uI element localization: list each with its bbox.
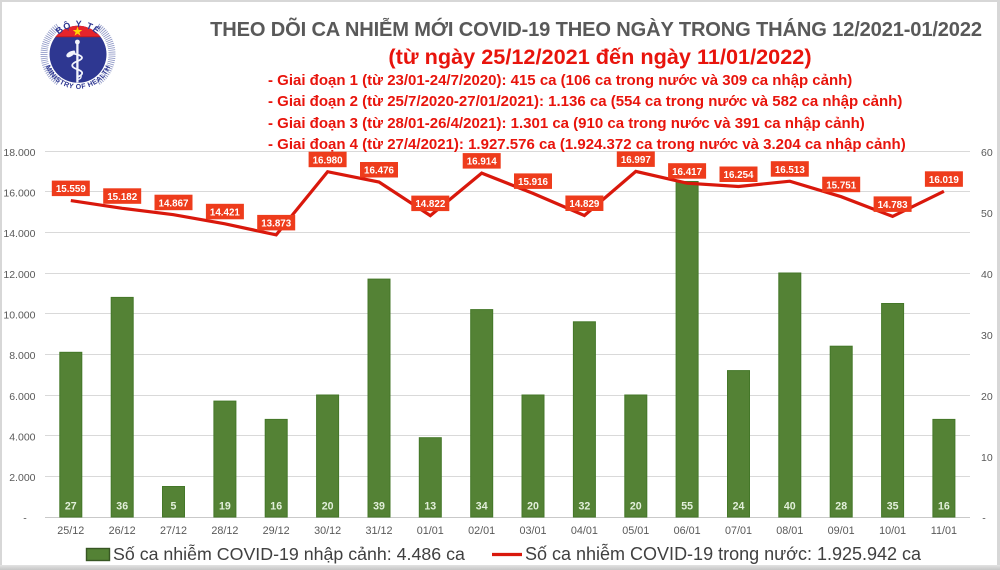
- svg-text:55: 55: [681, 501, 693, 513]
- svg-text:40: 40: [981, 269, 993, 281]
- svg-text:50: 50: [981, 208, 993, 220]
- svg-text:10.000: 10.000: [3, 310, 35, 322]
- svg-text:15.559: 15.559: [56, 184, 87, 195]
- svg-text:28/12: 28/12: [211, 525, 238, 537]
- svg-text:20: 20: [981, 391, 993, 403]
- svg-text:02/01: 02/01: [468, 525, 495, 537]
- svg-text:14.783: 14.783: [878, 200, 909, 211]
- svg-text:09/01: 09/01: [828, 525, 855, 537]
- svg-text:15.751: 15.751: [826, 180, 857, 191]
- svg-text:16.914: 16.914: [467, 157, 498, 168]
- svg-text:11/01: 11/01: [931, 525, 957, 537]
- svg-text:10/01: 10/01: [879, 525, 906, 537]
- svg-text:26/12: 26/12: [109, 525, 136, 537]
- svg-text:-: -: [982, 513, 986, 525]
- svg-text:04/01: 04/01: [571, 525, 598, 537]
- svg-text:6.000: 6.000: [9, 391, 35, 403]
- svg-text:14.421: 14.421: [210, 207, 241, 218]
- svg-text:2.000: 2.000: [9, 472, 35, 484]
- svg-text:16.513: 16.513: [775, 165, 806, 176]
- svg-text:14.867: 14.867: [159, 198, 190, 209]
- svg-text:27/12: 27/12: [160, 525, 187, 537]
- svg-text:20: 20: [630, 501, 642, 513]
- svg-text:40: 40: [784, 501, 796, 513]
- svg-text:28: 28: [835, 501, 847, 513]
- svg-text:18.000: 18.000: [3, 147, 35, 159]
- svg-text:14.829: 14.829: [569, 199, 600, 210]
- svg-text:19: 19: [219, 501, 231, 513]
- svg-text:30: 30: [981, 330, 993, 342]
- svg-text:32: 32: [579, 501, 591, 513]
- svg-text:31/12: 31/12: [365, 525, 392, 537]
- svg-text:25/12: 25/12: [57, 525, 84, 537]
- svg-text:20: 20: [527, 501, 539, 513]
- svg-text:13.873: 13.873: [261, 219, 292, 230]
- svg-text:07/01: 07/01: [725, 525, 752, 537]
- svg-text:36: 36: [116, 501, 128, 513]
- svg-text:16: 16: [938, 501, 950, 513]
- svg-text:16.476: 16.476: [364, 166, 395, 177]
- svg-text:14.822: 14.822: [415, 199, 446, 210]
- svg-text:15.182: 15.182: [107, 192, 138, 203]
- svg-text:16.997: 16.997: [621, 155, 652, 166]
- svg-text:27: 27: [65, 501, 77, 513]
- svg-text:01/01: 01/01: [417, 525, 444, 537]
- svg-text:16.019: 16.019: [929, 175, 960, 186]
- svg-text:30/12: 30/12: [314, 525, 341, 537]
- svg-text:60: 60: [981, 147, 993, 159]
- svg-text:Số ca nhiễm COVID-19 trong nướ: Số ca nhiễm COVID-19 trong nước: 1.925.9…: [525, 543, 922, 564]
- svg-text:15.916: 15.916: [518, 177, 549, 188]
- svg-text:16.254: 16.254: [724, 170, 755, 181]
- svg-text:39: 39: [373, 501, 385, 513]
- svg-text:13: 13: [424, 501, 436, 513]
- svg-text:5: 5: [171, 501, 177, 513]
- svg-text:14.000: 14.000: [3, 228, 35, 240]
- svg-text:16.000: 16.000: [3, 188, 35, 200]
- svg-text:-: -: [23, 513, 27, 525]
- svg-text:16.980: 16.980: [313, 155, 344, 166]
- svg-text:16.417: 16.417: [672, 167, 703, 178]
- svg-text:34: 34: [476, 501, 488, 513]
- svg-text:29/12: 29/12: [263, 525, 290, 537]
- svg-text:24: 24: [733, 501, 745, 513]
- svg-text:8.000: 8.000: [9, 350, 35, 362]
- svg-text:08/01: 08/01: [776, 525, 803, 537]
- svg-text:4.000: 4.000: [9, 432, 35, 444]
- svg-text:12.000: 12.000: [3, 269, 35, 281]
- svg-text:06/01: 06/01: [674, 525, 701, 537]
- svg-text:03/01: 03/01: [519, 525, 546, 537]
- svg-text:10: 10: [981, 452, 993, 464]
- svg-text:35: 35: [887, 501, 899, 513]
- svg-text:05/01: 05/01: [622, 525, 649, 537]
- svg-text:20: 20: [322, 501, 334, 513]
- svg-text:16: 16: [270, 501, 282, 513]
- svg-text:Số ca nhiễm COVID-19 nhập cảnh: Số ca nhiễm COVID-19 nhập cảnh: 4.486 ca: [113, 543, 465, 564]
